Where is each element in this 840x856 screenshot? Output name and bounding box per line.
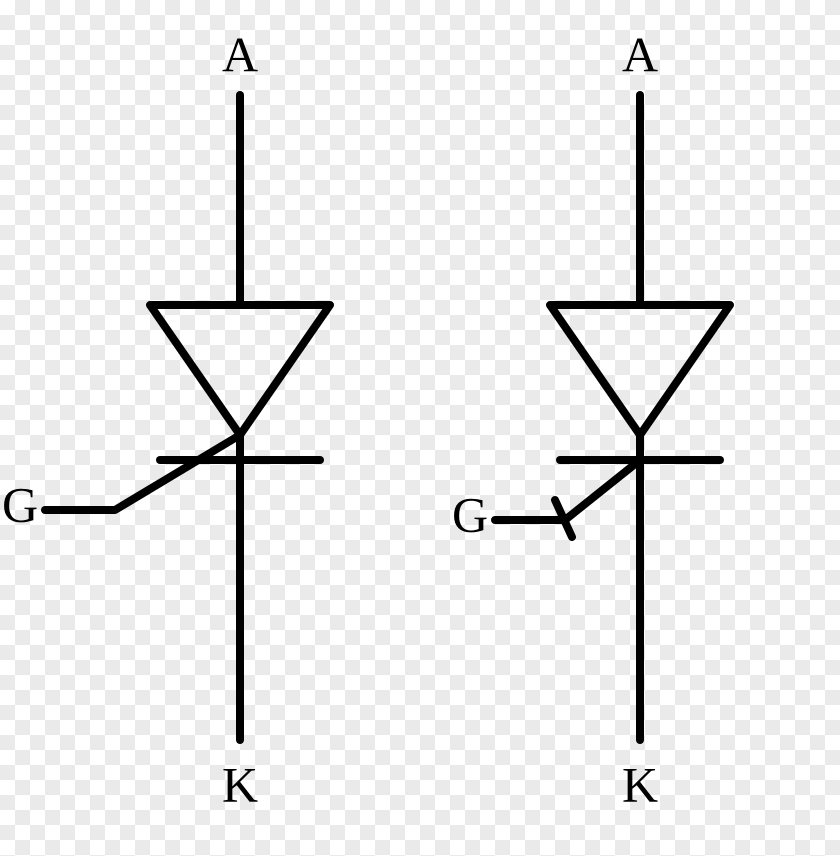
label-cathode: K: [622, 756, 658, 812]
label-gate: G: [2, 476, 38, 532]
gto-left: A K G: [2, 26, 330, 812]
gto-right: A K G: [452, 26, 730, 812]
gate-lead: [45, 435, 240, 510]
label-cathode: K: [222, 756, 258, 812]
triangle: [550, 305, 730, 435]
label-anode: A: [222, 26, 258, 82]
gate-lead: [495, 460, 640, 520]
diagram-container: A K G A K G: [0, 0, 840, 856]
circuit-svg: A K G A K G: [0, 0, 840, 856]
label-gate: G: [452, 486, 488, 542]
label-anode: A: [622, 26, 658, 82]
triangle: [150, 305, 330, 435]
